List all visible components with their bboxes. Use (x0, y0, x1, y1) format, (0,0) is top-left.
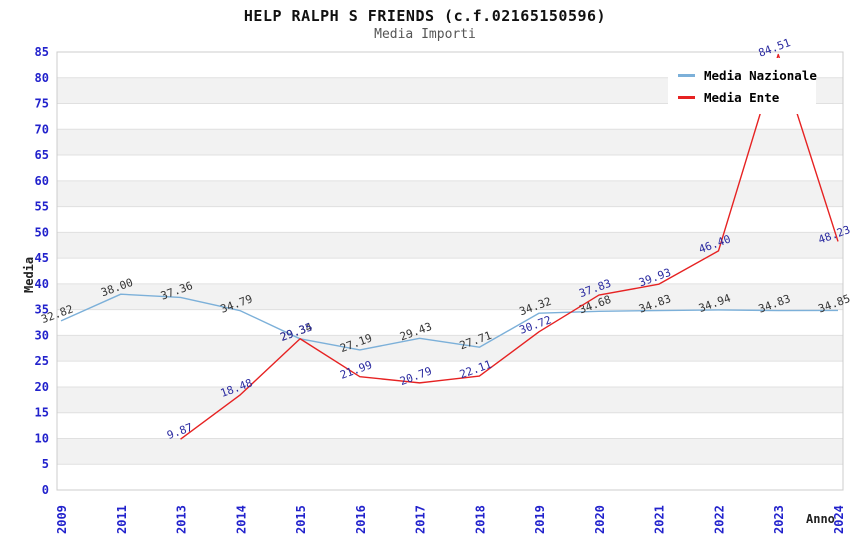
svg-text:55: 55 (35, 200, 49, 214)
svg-text:2024: 2024 (832, 505, 846, 534)
legend-line-swatch (678, 95, 695, 99)
svg-text:65: 65 (35, 148, 49, 162)
x-axis-tick-labels: 2009 2011 2013 2014 2015 2016 2017 2018 2019 2020… (55, 505, 846, 534)
svg-text:2017: 2017 (414, 505, 428, 534)
svg-text:2023: 2023 (772, 505, 786, 534)
svg-text:20: 20 (35, 380, 49, 394)
svg-text:2009: 2009 (55, 505, 69, 534)
chart-subtitle: Media Importi (374, 27, 476, 42)
svg-text:70: 70 (35, 122, 49, 136)
svg-text:2020: 2020 (593, 505, 607, 534)
legend-item-media-ente: Media Ente (678, 86, 808, 108)
plot-border (56, 51, 844, 491)
svg-text:2018: 2018 (473, 505, 487, 534)
svg-text:85: 85 (35, 45, 49, 59)
svg-text:35: 35 (35, 303, 49, 317)
svg-text:80: 80 (35, 71, 49, 85)
svg-text:2021: 2021 (653, 505, 667, 534)
legend-label: Media Nazionale (704, 67, 817, 83)
svg-text:75: 75 (35, 97, 49, 111)
legend-label: Media Ente (704, 89, 780, 105)
series-line-media-nazionale (60, 293, 839, 351)
svg-text:2014: 2014 (234, 505, 248, 534)
svg-text:15: 15 (35, 406, 49, 420)
svg-text:0: 0 (42, 483, 49, 497)
svg-text:2011: 2011 (115, 505, 129, 534)
svg-text:25: 25 (35, 354, 49, 368)
svg-text:2015: 2015 (294, 505, 308, 534)
series-line-media-ente (180, 53, 839, 440)
y-axis-title: Media (22, 256, 36, 293)
svg-text:60: 60 (35, 174, 49, 188)
x-axis-title: Anno (806, 512, 835, 526)
svg-text:2013: 2013 (175, 505, 189, 534)
chart-title: HELP RALPH S FRIENDS (c.f.02165150596) (243, 7, 607, 25)
svg-text:10: 10 (35, 431, 49, 445)
legend-item-media-nazionale: Media Nazionale (678, 64, 817, 86)
legend-line-swatch (678, 73, 695, 77)
svg-text:5: 5 (42, 457, 49, 471)
svg-text:45: 45 (35, 251, 49, 265)
svg-text:50: 50 (35, 225, 49, 239)
grid-bands (57, 52, 843, 490)
svg-text:2022: 2022 (712, 505, 726, 534)
svg-text:2016: 2016 (354, 505, 368, 534)
svg-text:40: 40 (35, 277, 49, 291)
svg-text:2019: 2019 (533, 505, 547, 534)
y-axis-tick-labels: 0 5 10 15 20 25 30 35 40 45 50 55 60 65 70 75 80 85 (35, 45, 49, 497)
chart-legend: Media Nazionale Media Ente (668, 58, 817, 114)
svg-text:30: 30 (35, 328, 49, 342)
